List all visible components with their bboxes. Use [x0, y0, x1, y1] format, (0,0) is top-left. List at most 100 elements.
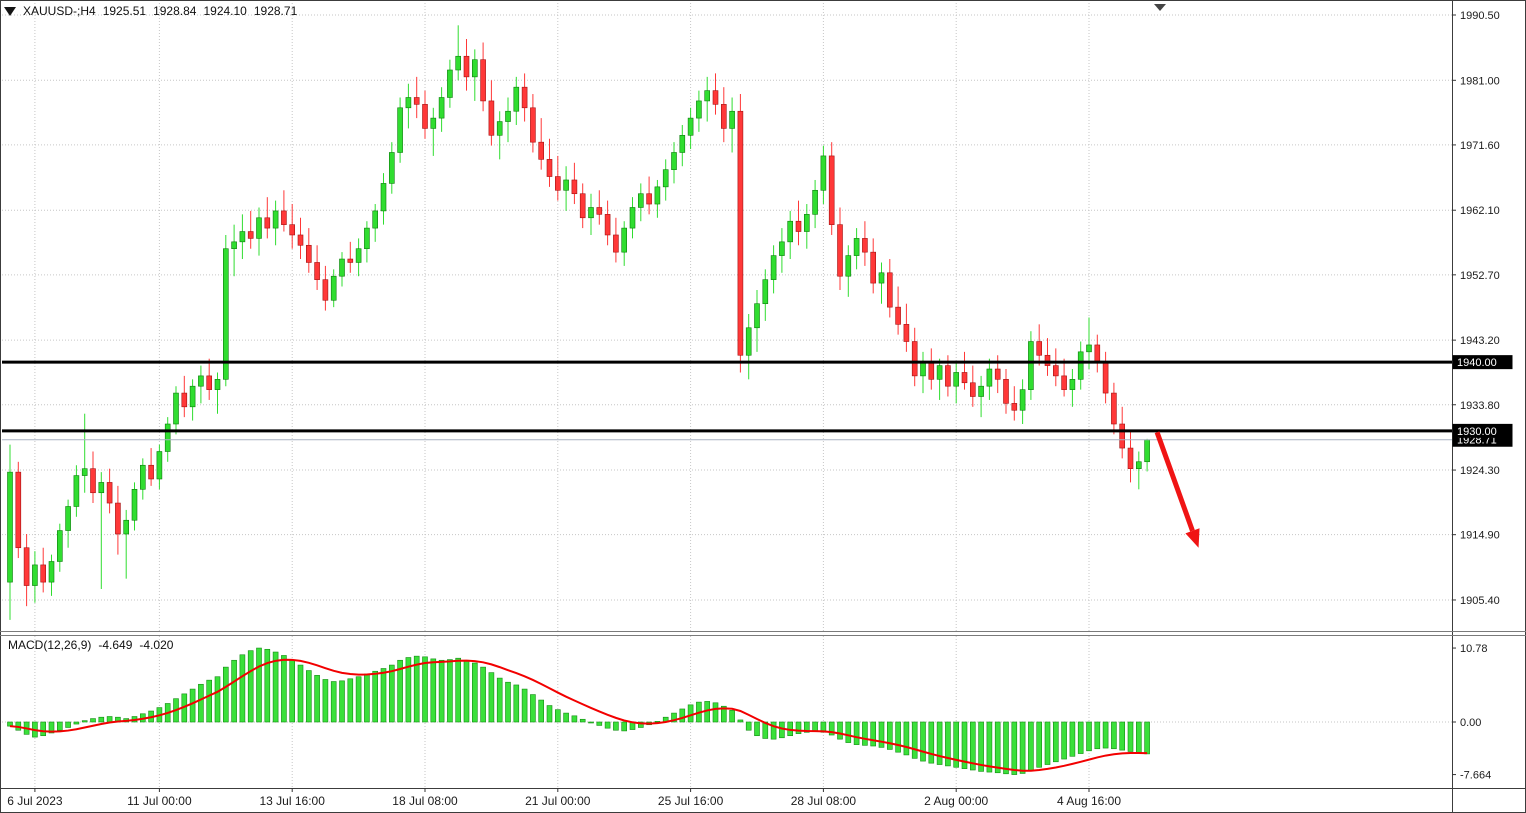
candle-down — [712, 90, 719, 105]
candle-up — [803, 214, 810, 232]
macd-bar — [355, 676, 362, 723]
macd-bar — [853, 721, 860, 745]
candle-up — [704, 90, 711, 102]
price-axis-label: 1924.30 — [1460, 465, 1500, 477]
candle-up — [231, 241, 237, 250]
macd-bar — [413, 655, 420, 723]
candle-up — [953, 372, 960, 387]
candle-down — [1102, 361, 1109, 394]
macd-bar — [65, 721, 71, 728]
macd-bar — [870, 721, 877, 747]
down-arrow-annotation-shaft[interactable] — [1154, 431, 1195, 532]
macd-bar — [613, 721, 619, 731]
candle-down — [1036, 341, 1042, 356]
macd-bar — [48, 721, 55, 734]
macd-axis-label: 10.78 — [1460, 643, 1488, 655]
macd-bar — [463, 659, 470, 723]
candle-up — [513, 86, 520, 112]
candle-down — [1127, 447, 1134, 469]
macd-bar — [480, 666, 486, 723]
macd-bar — [405, 657, 412, 723]
macd-bar — [803, 721, 810, 733]
macd-signal-value: -4.020 — [139, 638, 174, 652]
candle-down — [994, 368, 1001, 380]
macd-bar — [513, 684, 520, 723]
macd-bar — [961, 721, 968, 769]
candle-up — [214, 379, 221, 390]
macd-indicator-name: MACD(12,26,9) — [8, 638, 92, 652]
candle-down — [305, 244, 312, 263]
macd-bar — [455, 657, 462, 723]
candle-down — [862, 238, 868, 253]
macd-bar — [90, 718, 96, 723]
price-axis-label: 1914.90 — [1460, 530, 1500, 542]
macd-bar — [206, 679, 212, 723]
macd-bar — [81, 720, 88, 723]
level-price-tag-bg — [1452, 355, 1513, 370]
macd-bar — [596, 721, 603, 726]
chart-shift-marker-icon[interactable] — [1154, 4, 1166, 11]
time-axis-label: 28 Jul 08:00 — [791, 794, 857, 808]
candle-down — [554, 176, 561, 191]
macd-bar — [214, 676, 221, 723]
candle-up — [32, 564, 38, 586]
candle-up — [364, 227, 370, 250]
candle-down — [737, 110, 744, 356]
macd-bar — [364, 673, 370, 723]
macd-bar — [339, 680, 345, 723]
candle-up — [339, 258, 345, 277]
macd-bar — [272, 651, 279, 723]
macd-bar — [936, 721, 943, 765]
macd-bar — [488, 672, 495, 723]
candle-down — [596, 207, 603, 215]
macd-bar — [297, 664, 304, 723]
candle-up — [388, 152, 395, 184]
candle-up — [198, 375, 204, 387]
macd-bar — [231, 659, 237, 723]
down-arrow-annotation-head[interactable] — [1185, 528, 1200, 548]
macd-bar — [438, 659, 445, 723]
macd-bar — [745, 721, 752, 731]
candle-up — [131, 489, 138, 521]
macd-bar — [1028, 721, 1034, 772]
candle-down — [1003, 379, 1009, 404]
macd-bar — [1003, 721, 1009, 775]
macd-bar — [521, 688, 528, 723]
level-price-tag-text: 1930.00 — [1457, 426, 1497, 438]
candle-up — [671, 152, 677, 170]
macd-axis-label: 0.00 — [1460, 717, 1481, 729]
candle-down — [969, 382, 976, 397]
chart-collapse-triangle-icon[interactable] — [4, 6, 16, 16]
candle-up — [505, 110, 511, 122]
macd-bar — [422, 656, 428, 723]
candle-up — [380, 183, 387, 212]
candle-down — [181, 392, 188, 408]
macd-bar — [530, 694, 536, 723]
macd-bar — [737, 719, 744, 723]
macd-bar — [430, 658, 437, 723]
candle-up — [156, 451, 163, 480]
candle-down — [646, 193, 652, 205]
candle-up — [770, 255, 777, 280]
macd-bar — [98, 716, 105, 723]
chart-header: XAUUSD-;H4 1925.51 1928.84 1924.10 1928.… — [4, 4, 297, 18]
macd-bar — [247, 650, 254, 723]
macd-bar — [305, 670, 312, 723]
macd-bar — [862, 721, 868, 746]
macd-bar — [1061, 721, 1067, 760]
gridlines — [2, 3, 1452, 788]
candle-up — [173, 392, 179, 425]
macd-bar — [256, 647, 262, 723]
macd-bar — [712, 702, 719, 723]
time-axis-label: 25 Jul 16:00 — [658, 794, 724, 808]
chart-objects — [2, 360, 1452, 548]
level-price-tag: 1930.00 — [1452, 423, 1513, 438]
macd-bar — [729, 710, 735, 723]
candle-down — [571, 179, 578, 195]
candle-up — [430, 117, 437, 129]
candle-up — [754, 303, 760, 329]
candle-down — [247, 231, 254, 239]
macd-bar — [878, 721, 885, 748]
candle-down — [40, 564, 47, 583]
